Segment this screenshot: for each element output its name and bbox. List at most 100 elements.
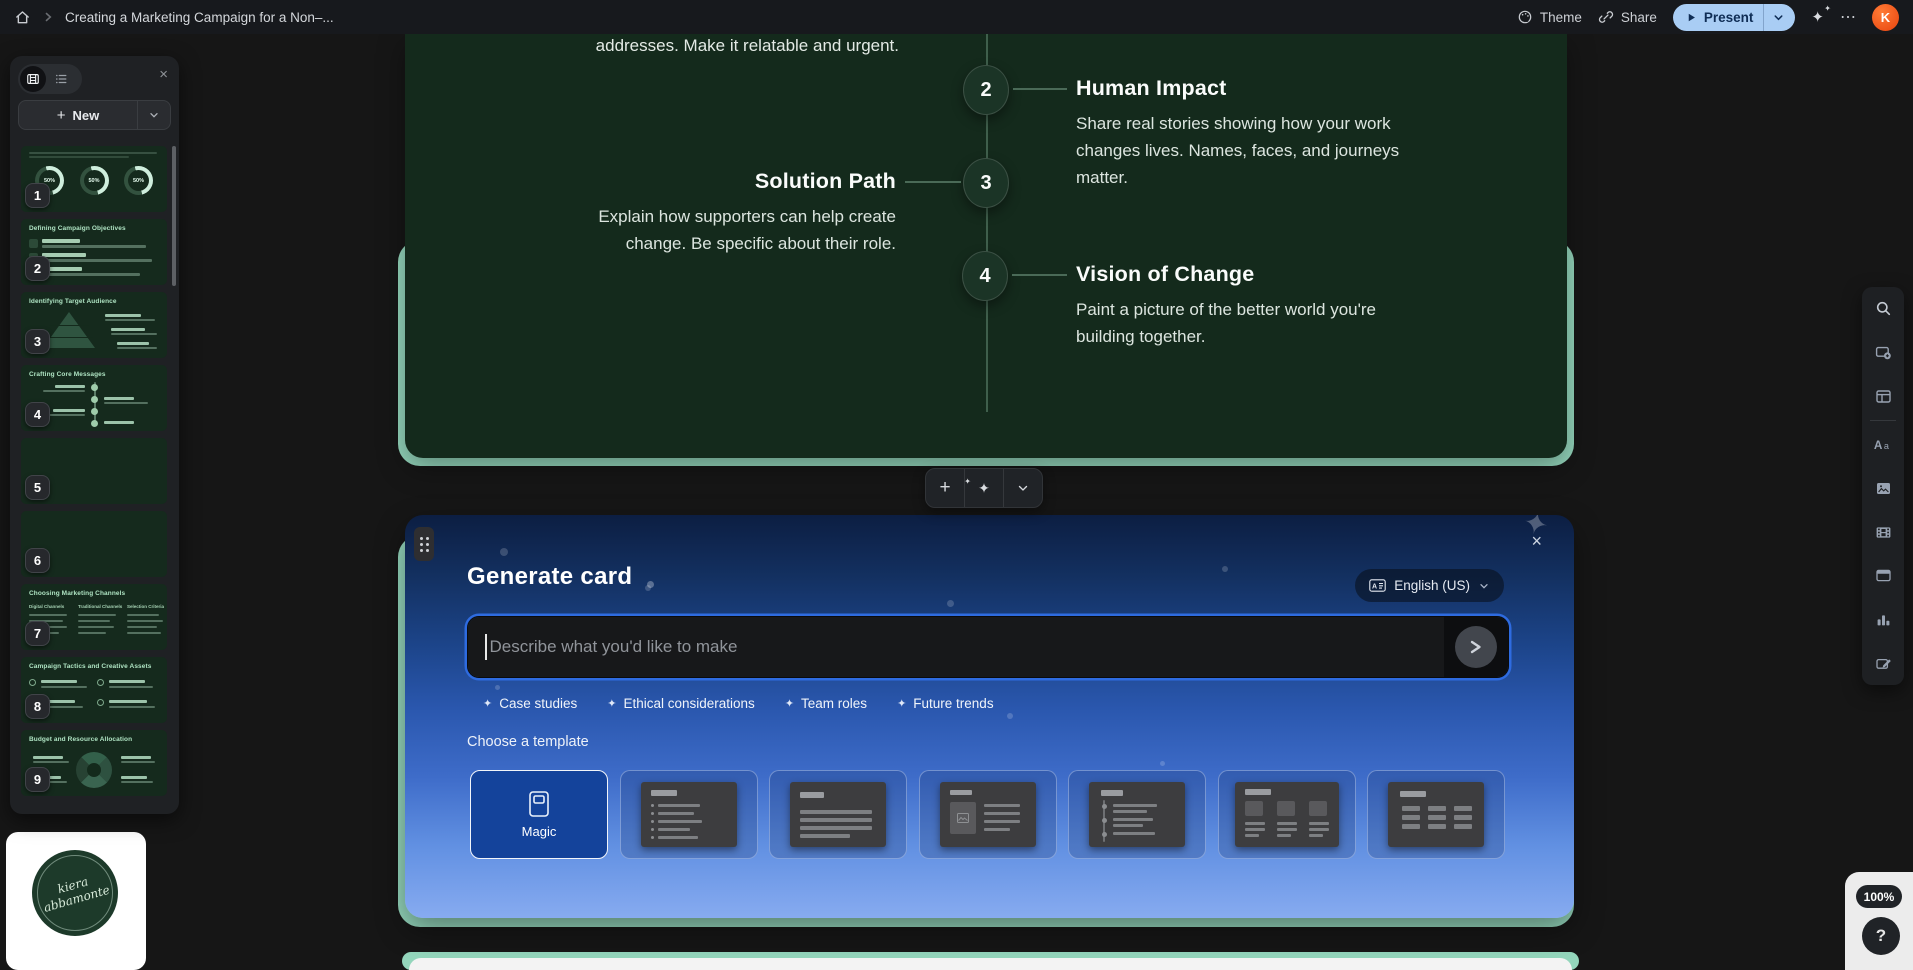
bar <box>1428 824 1446 829</box>
language-selector[interactable]: A English (US) <box>1355 569 1504 602</box>
new-card-menu-button[interactable] <box>138 109 170 121</box>
add-card-button[interactable]: + <box>939 477 951 498</box>
bar <box>1113 810 1147 813</box>
template-option-table[interactable] <box>1367 770 1505 859</box>
ai-generate-button[interactable]: ✦ ✦ <box>964 477 990 496</box>
template-option-image-columns[interactable] <box>1217 770 1356 859</box>
logo-signature-line1: kiera <box>55 874 90 897</box>
bar <box>41 680 77 683</box>
thumb-column-title: Traditional Channels <box>78 604 123 609</box>
image-placeholder <box>1276 801 1295 816</box>
theme-button[interactable]: Theme <box>1517 9 1582 25</box>
template-option-text[interactable] <box>769 770 907 859</box>
bar <box>657 828 690 831</box>
filmstrip-icon[interactable] <box>1862 510 1904 554</box>
search-icon[interactable] <box>1862 287 1904 331</box>
close-icon[interactable]: × <box>1531 531 1542 551</box>
chevron-down-icon <box>1480 583 1488 589</box>
expand-options-button[interactable] <box>1004 469 1042 507</box>
workspace-logo[interactable]: kiera abbamonte <box>32 850 118 936</box>
slide-thumbnail-6[interactable]: 6 <box>21 511 167 577</box>
bar <box>121 761 155 763</box>
bar <box>42 245 146 248</box>
prompt-input-area[interactable] <box>468 617 1444 677</box>
drag-handle[interactable] <box>414 527 434 561</box>
bottom-right-corner: 100% ? <box>1845 872 1913 970</box>
bar <box>43 390 85 392</box>
chip-label: Future trends <box>913 696 994 711</box>
bar <box>983 812 1020 815</box>
slide-thumbnail-7[interactable]: Choosing Marketing Channels Digital Chan… <box>21 584 167 650</box>
slide-thumbnail-4[interactable]: Crafting Core Messages 4 <box>21 365 167 431</box>
bar <box>1244 822 1265 825</box>
slide-thumbnail-8[interactable]: Campaign Tactics and Creative Assets 8 <box>21 657 167 723</box>
bar <box>33 756 63 759</box>
embed-icon[interactable] <box>1862 554 1904 598</box>
chip-team-roles[interactable]: ✦ Team roles <box>785 696 867 711</box>
template-preview <box>1234 782 1339 847</box>
zoom-level-badge[interactable]: 100% <box>1856 885 1902 908</box>
slide-thumbnail-9[interactable]: Budget and Resource Allocation 9 <box>21 730 167 796</box>
svg-text:A: A <box>1372 584 1377 591</box>
image-icon <box>956 813 969 823</box>
bar <box>97 699 104 706</box>
bar <box>1102 818 1107 823</box>
slide-thumbnail-3[interactable]: Identifying Target Audience 3 <box>21 292 167 358</box>
chip-label: Ethical considerations <box>623 696 755 711</box>
arrow-right-icon <box>1470 640 1481 654</box>
send-button[interactable] <box>1455 626 1497 668</box>
chevron-down-icon <box>1018 485 1028 491</box>
share-button[interactable]: Share <box>1598 9 1657 25</box>
new-card-button[interactable]: + New <box>56 106 100 124</box>
bar <box>121 781 153 783</box>
slide-thumbnail-2[interactable]: Defining Campaign Objectives 2 <box>21 219 167 285</box>
thumbnail-title: Defining Campaign Objectives <box>29 225 126 232</box>
deco-dot <box>647 581 654 588</box>
present-button[interactable]: Present <box>1673 10 1764 25</box>
filmstrip-view-icon[interactable] <box>20 66 46 92</box>
timeline-connector <box>905 181 961 183</box>
present-menu-button[interactable] <box>1764 11 1795 24</box>
ai-sparkle-button[interactable]: ✦ ✦ <box>1811 4 1831 26</box>
theme-label: Theme <box>1539 9 1582 25</box>
generate-input[interactable] <box>489 637 1444 657</box>
draw-icon[interactable] <box>1862 641 1904 685</box>
bar <box>650 820 654 823</box>
choose-template-label: Choose a template <box>467 734 589 750</box>
bar <box>42 267 82 271</box>
bar <box>650 828 654 831</box>
bar <box>983 804 1020 807</box>
add-card-icon[interactable] <box>1862 331 1904 375</box>
layout-icon[interactable] <box>1862 374 1904 418</box>
slide-card[interactable]: addresses. Make it relatable and urgent.… <box>405 34 1567 458</box>
template-option-magic[interactable]: Magic <box>470 770 608 859</box>
svg-text:a: a <box>1884 441 1890 451</box>
next-card-peek[interactable] <box>409 958 1572 970</box>
workspace-logo-block: kiera abbamonte <box>6 832 146 970</box>
breadcrumb-chevron-icon <box>41 10 55 24</box>
sparkle-icon: ✦ <box>483 698 493 710</box>
template-option-bullets[interactable] <box>619 770 758 859</box>
list-view-icon[interactable] <box>48 66 74 92</box>
slide-thumbnail-1[interactable]: 50% 50% 50% 1 <box>21 146 167 212</box>
template-option-timeline[interactable] <box>1068 770 1206 859</box>
avatar[interactable]: K <box>1872 3 1899 31</box>
chip-future-trends[interactable]: ✦ Future trends <box>897 696 994 711</box>
slide-thumbnail-5[interactable]: 5 <box>21 438 167 504</box>
home-icon[interactable] <box>14 9 31 26</box>
breadcrumb[interactable]: Creating a Marketing Campaign for a Non–… <box>65 9 334 25</box>
chart-icon[interactable] <box>1862 598 1904 642</box>
image-icon[interactable] <box>1862 467 1904 511</box>
help-button[interactable]: ? <box>1862 917 1900 955</box>
template-option-image-text[interactable] <box>918 770 1057 859</box>
timeline-connector <box>1013 88 1067 90</box>
chip-case-studies[interactable]: ✦ Case studies <box>483 696 577 711</box>
play-icon <box>1688 13 1695 21</box>
close-sidebar-icon[interactable]: × <box>159 66 168 83</box>
bar <box>78 632 106 634</box>
sidebar-scrollbar[interactable] <box>172 146 176 286</box>
chip-ethical-considerations[interactable]: ✦ Ethical considerations <box>607 696 755 711</box>
more-options-button[interactable]: ⋯ <box>1840 9 1856 26</box>
